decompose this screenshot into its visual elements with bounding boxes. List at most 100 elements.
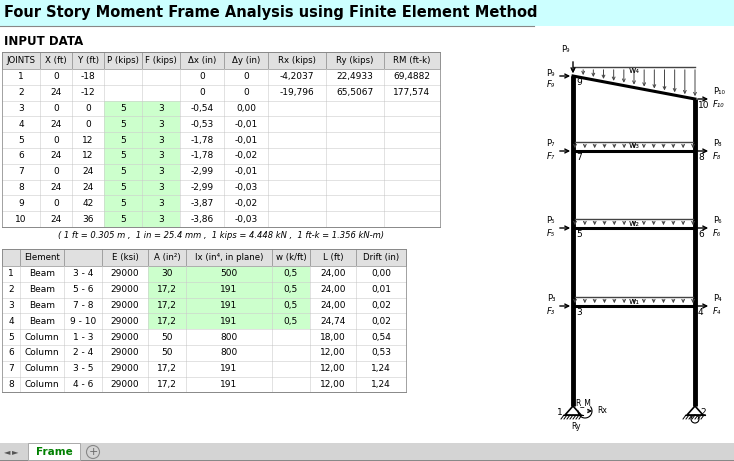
Bar xyxy=(356,313,406,329)
Bar xyxy=(224,85,268,100)
Bar xyxy=(142,195,180,211)
Text: 36: 36 xyxy=(82,215,94,224)
Bar xyxy=(20,298,64,313)
Bar xyxy=(72,132,104,148)
Bar xyxy=(180,132,224,148)
Text: 191: 191 xyxy=(220,301,238,310)
Bar xyxy=(72,211,104,227)
Bar xyxy=(2,148,40,164)
Bar xyxy=(186,266,272,282)
Bar xyxy=(2,69,40,85)
Text: 5: 5 xyxy=(120,104,126,113)
Bar xyxy=(268,69,326,85)
Text: 9: 9 xyxy=(18,199,24,208)
Bar xyxy=(40,195,72,211)
Text: 50: 50 xyxy=(161,332,172,342)
Text: 8: 8 xyxy=(18,183,24,192)
Text: -18: -18 xyxy=(81,72,95,82)
Bar xyxy=(142,180,180,195)
Text: -2,99: -2,99 xyxy=(190,167,214,176)
Bar xyxy=(72,195,104,211)
Bar xyxy=(384,211,440,227)
Bar xyxy=(148,266,186,282)
Text: 9: 9 xyxy=(576,78,582,87)
Text: 24: 24 xyxy=(51,88,62,97)
Text: 24: 24 xyxy=(82,183,94,192)
Bar xyxy=(224,116,268,132)
Bar xyxy=(40,180,72,195)
Bar xyxy=(536,0,734,26)
Bar xyxy=(40,85,72,100)
Bar xyxy=(224,211,268,227)
Bar xyxy=(310,377,356,392)
Text: 0,02: 0,02 xyxy=(371,301,391,310)
Bar xyxy=(72,180,104,195)
Text: Ry: Ry xyxy=(571,421,581,431)
Text: 0: 0 xyxy=(53,104,59,113)
Bar xyxy=(72,148,104,164)
Bar xyxy=(268,148,326,164)
Text: 0: 0 xyxy=(243,72,249,82)
Bar xyxy=(142,211,180,227)
Bar xyxy=(104,195,142,211)
Text: 22,4933: 22,4933 xyxy=(337,72,374,82)
Bar xyxy=(2,345,20,361)
Bar xyxy=(102,282,148,298)
Text: 0: 0 xyxy=(53,136,59,145)
Bar xyxy=(180,211,224,227)
Text: 29000: 29000 xyxy=(111,301,139,310)
Text: Ry (kips): Ry (kips) xyxy=(336,56,374,65)
Text: 191: 191 xyxy=(220,364,238,373)
Text: P₈: P₈ xyxy=(713,139,722,148)
Bar xyxy=(326,148,384,164)
Text: 5: 5 xyxy=(18,136,24,145)
Bar xyxy=(186,361,272,377)
Text: F (kips): F (kips) xyxy=(145,56,177,65)
Text: F₈: F₈ xyxy=(713,152,722,161)
Text: w₂: w₂ xyxy=(628,219,639,227)
Text: Δy (in): Δy (in) xyxy=(232,56,260,65)
Bar xyxy=(272,266,310,282)
Bar xyxy=(104,116,142,132)
Bar xyxy=(64,298,102,313)
Bar xyxy=(102,377,148,392)
Bar xyxy=(186,345,272,361)
Text: 3: 3 xyxy=(158,104,164,113)
Bar xyxy=(356,345,406,361)
Text: P (kips): P (kips) xyxy=(107,56,139,65)
Text: F₅: F₅ xyxy=(547,229,555,238)
Bar xyxy=(180,180,224,195)
Bar xyxy=(104,180,142,195)
Text: 1: 1 xyxy=(18,72,24,82)
Bar xyxy=(0,0,536,26)
Text: Element: Element xyxy=(24,253,60,262)
Text: 5: 5 xyxy=(120,215,126,224)
Text: 12: 12 xyxy=(82,151,94,160)
Text: ◄: ◄ xyxy=(4,448,10,456)
Text: -3,87: -3,87 xyxy=(190,199,214,208)
Text: 500: 500 xyxy=(220,269,238,278)
Bar xyxy=(40,116,72,132)
Bar xyxy=(310,329,356,345)
Text: 4: 4 xyxy=(18,120,23,129)
Text: 0: 0 xyxy=(199,88,205,97)
Text: 800: 800 xyxy=(220,332,238,342)
Text: 800: 800 xyxy=(220,349,238,357)
Text: -2,99: -2,99 xyxy=(190,183,214,192)
Bar xyxy=(180,69,224,85)
Text: 1: 1 xyxy=(8,269,14,278)
Text: Beam: Beam xyxy=(29,317,55,326)
Text: 24,00: 24,00 xyxy=(320,285,346,294)
Text: 8: 8 xyxy=(8,380,14,389)
Text: 12,00: 12,00 xyxy=(320,349,346,357)
Bar xyxy=(310,361,356,377)
Bar xyxy=(104,132,142,148)
Text: 3: 3 xyxy=(158,151,164,160)
Text: 30: 30 xyxy=(161,269,172,278)
Text: -19,796: -19,796 xyxy=(280,88,314,97)
Bar xyxy=(384,164,440,180)
Bar xyxy=(40,132,72,148)
Text: Beam: Beam xyxy=(29,285,55,294)
Text: 3: 3 xyxy=(576,308,582,317)
Text: L (ft): L (ft) xyxy=(323,253,344,262)
